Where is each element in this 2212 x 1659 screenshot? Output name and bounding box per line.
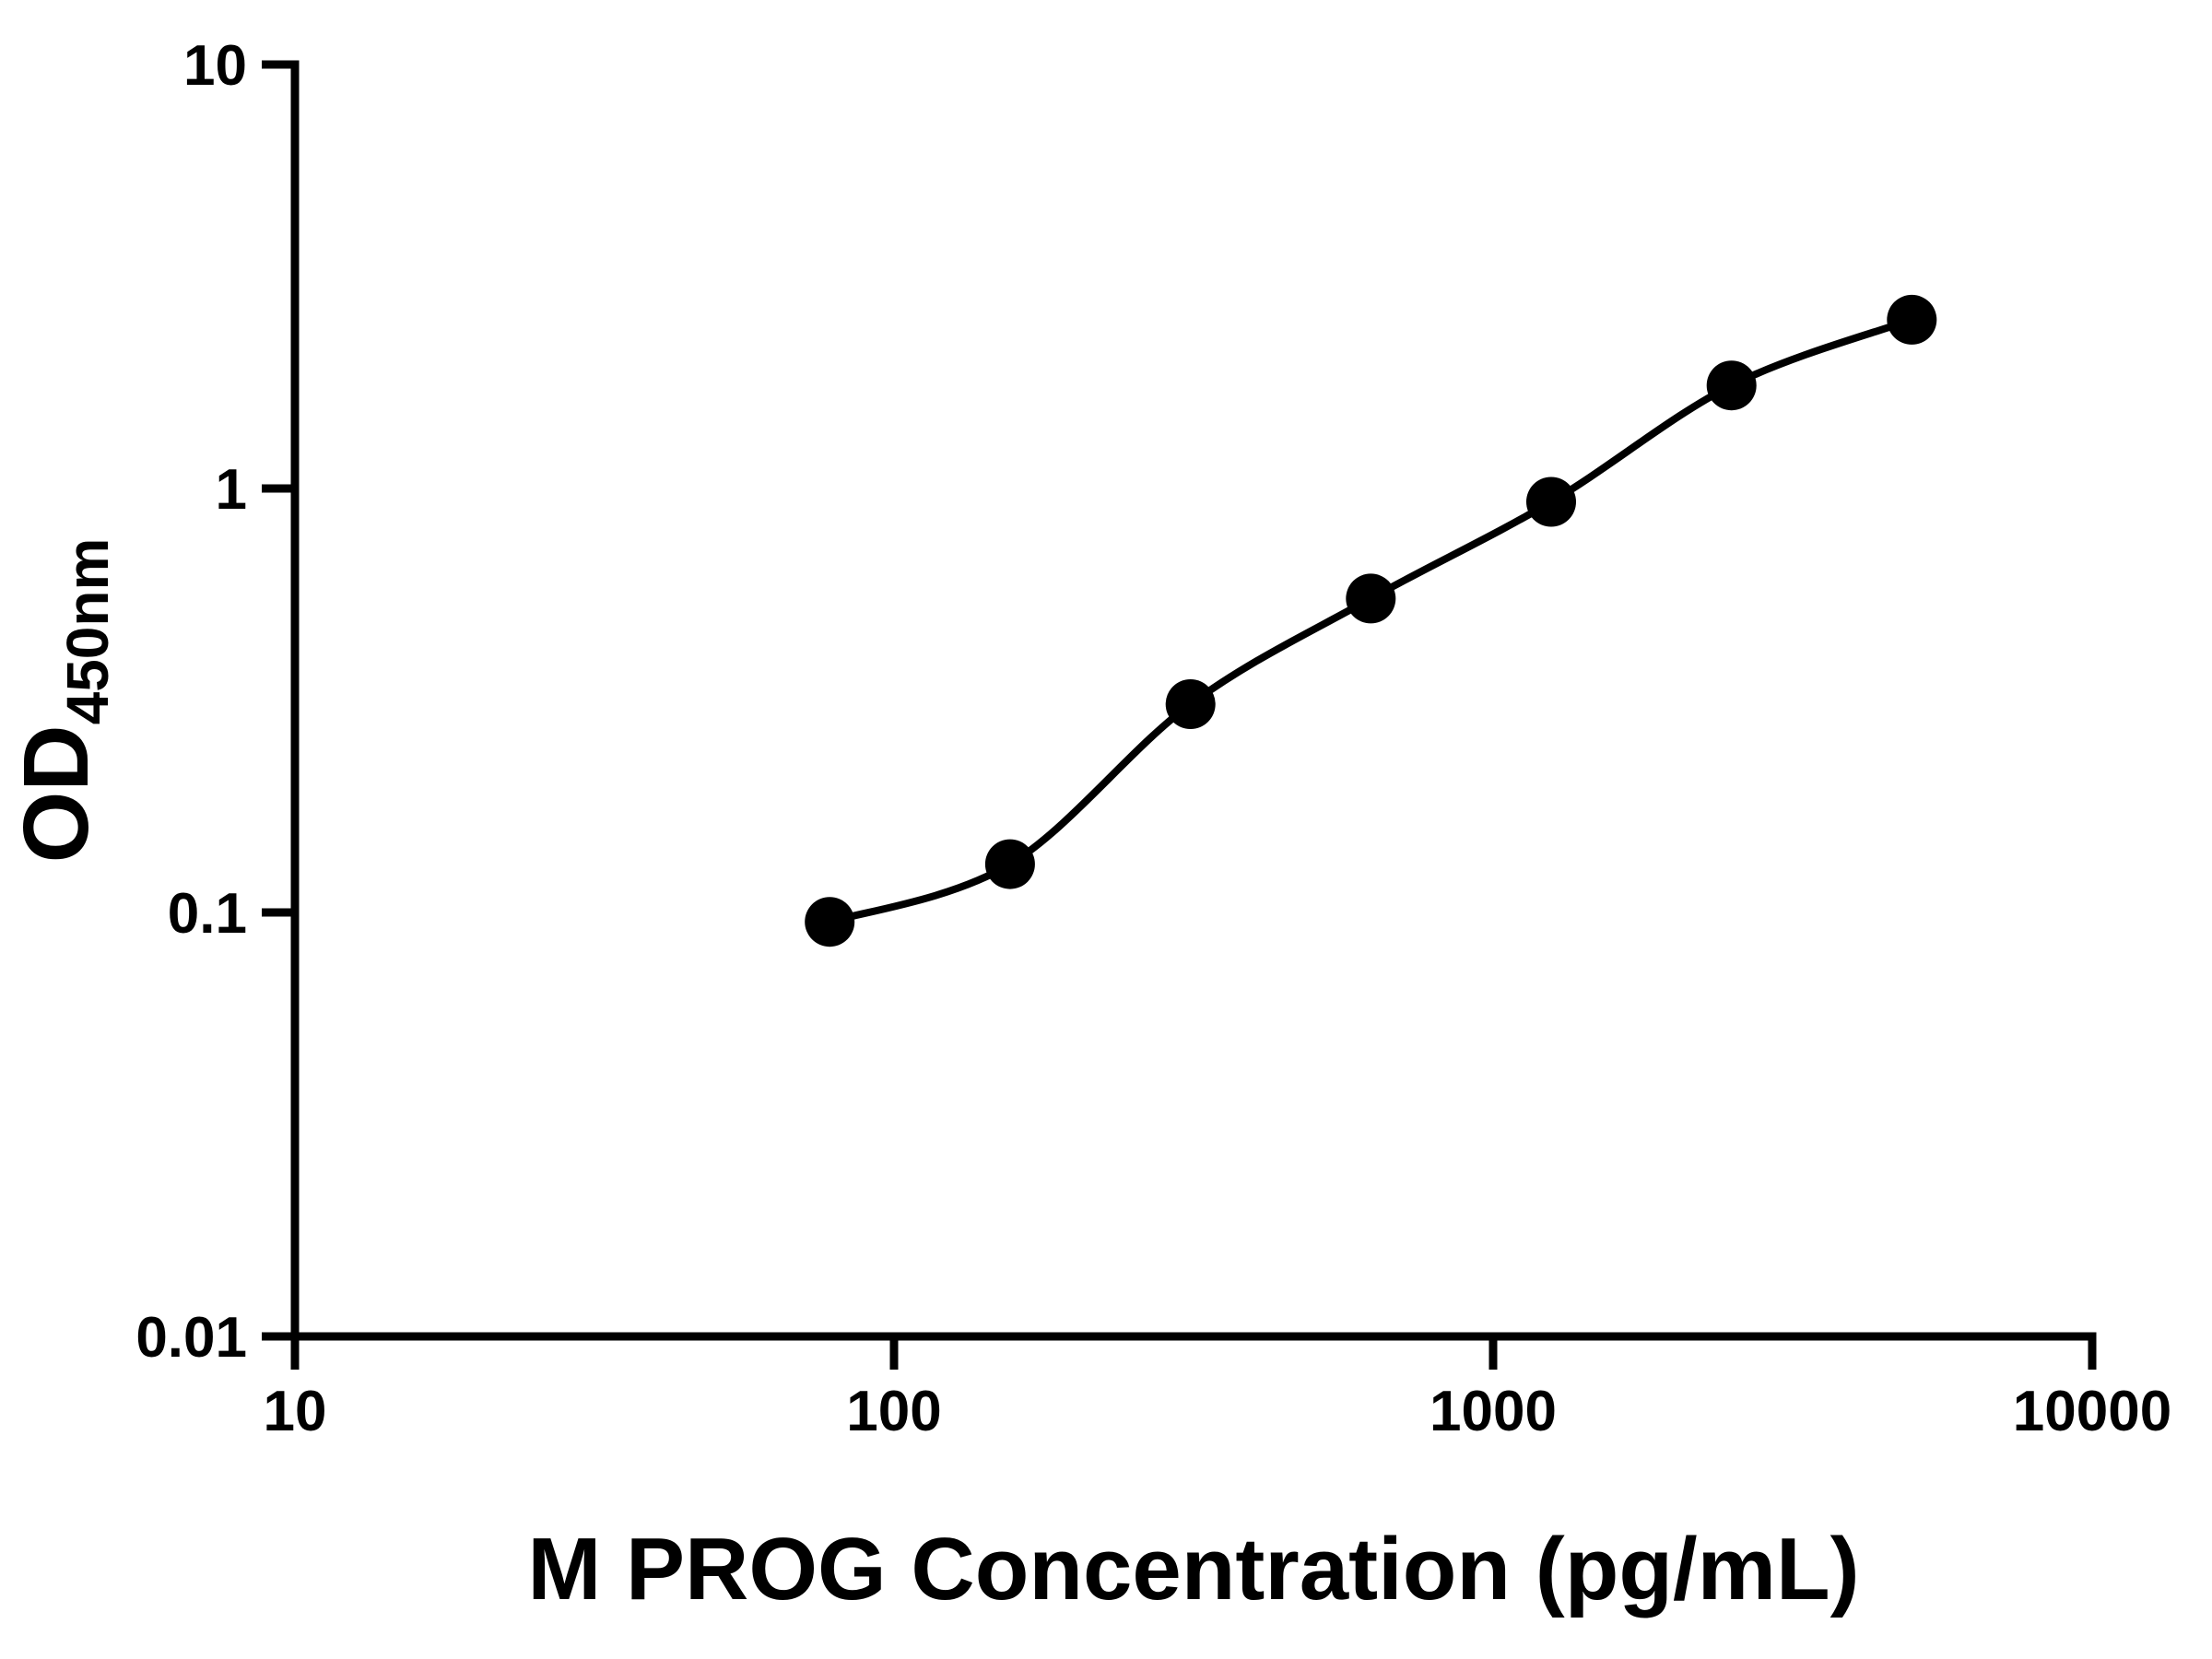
data-point-marker [984, 839, 1035, 889]
x-tick-label: 1000 [1430, 1380, 1557, 1443]
y-tick-label: 0.1 [168, 882, 247, 946]
y-tick-label: 1 [216, 458, 247, 522]
plot-area: 10 100 1000 10000 0.01 0.1 1 10 [135, 34, 2171, 1443]
x-tick-label: 10 [264, 1380, 327, 1443]
data-point-marker [805, 897, 855, 947]
y-axis-title: OD450nm [5, 538, 121, 864]
y-axis-title-main: OD [5, 724, 108, 863]
x-axis-title: M PROG Concentration (pg/mL) [527, 1520, 1859, 1618]
data-point-marker [1346, 573, 1396, 624]
y-tick-label: 0.01 [135, 1306, 247, 1370]
x-tick-label: 100 [846, 1380, 941, 1443]
y-axis-title-subscript: 450nm [54, 538, 121, 725]
data-point-marker [1526, 477, 1576, 527]
y-tick-label: 10 [183, 34, 247, 98]
data-point-marker [1887, 294, 1937, 345]
data-point-marker [1706, 360, 1757, 411]
data-point-marker [1165, 679, 1216, 729]
x-tick-label: 10000 [2013, 1380, 2171, 1443]
